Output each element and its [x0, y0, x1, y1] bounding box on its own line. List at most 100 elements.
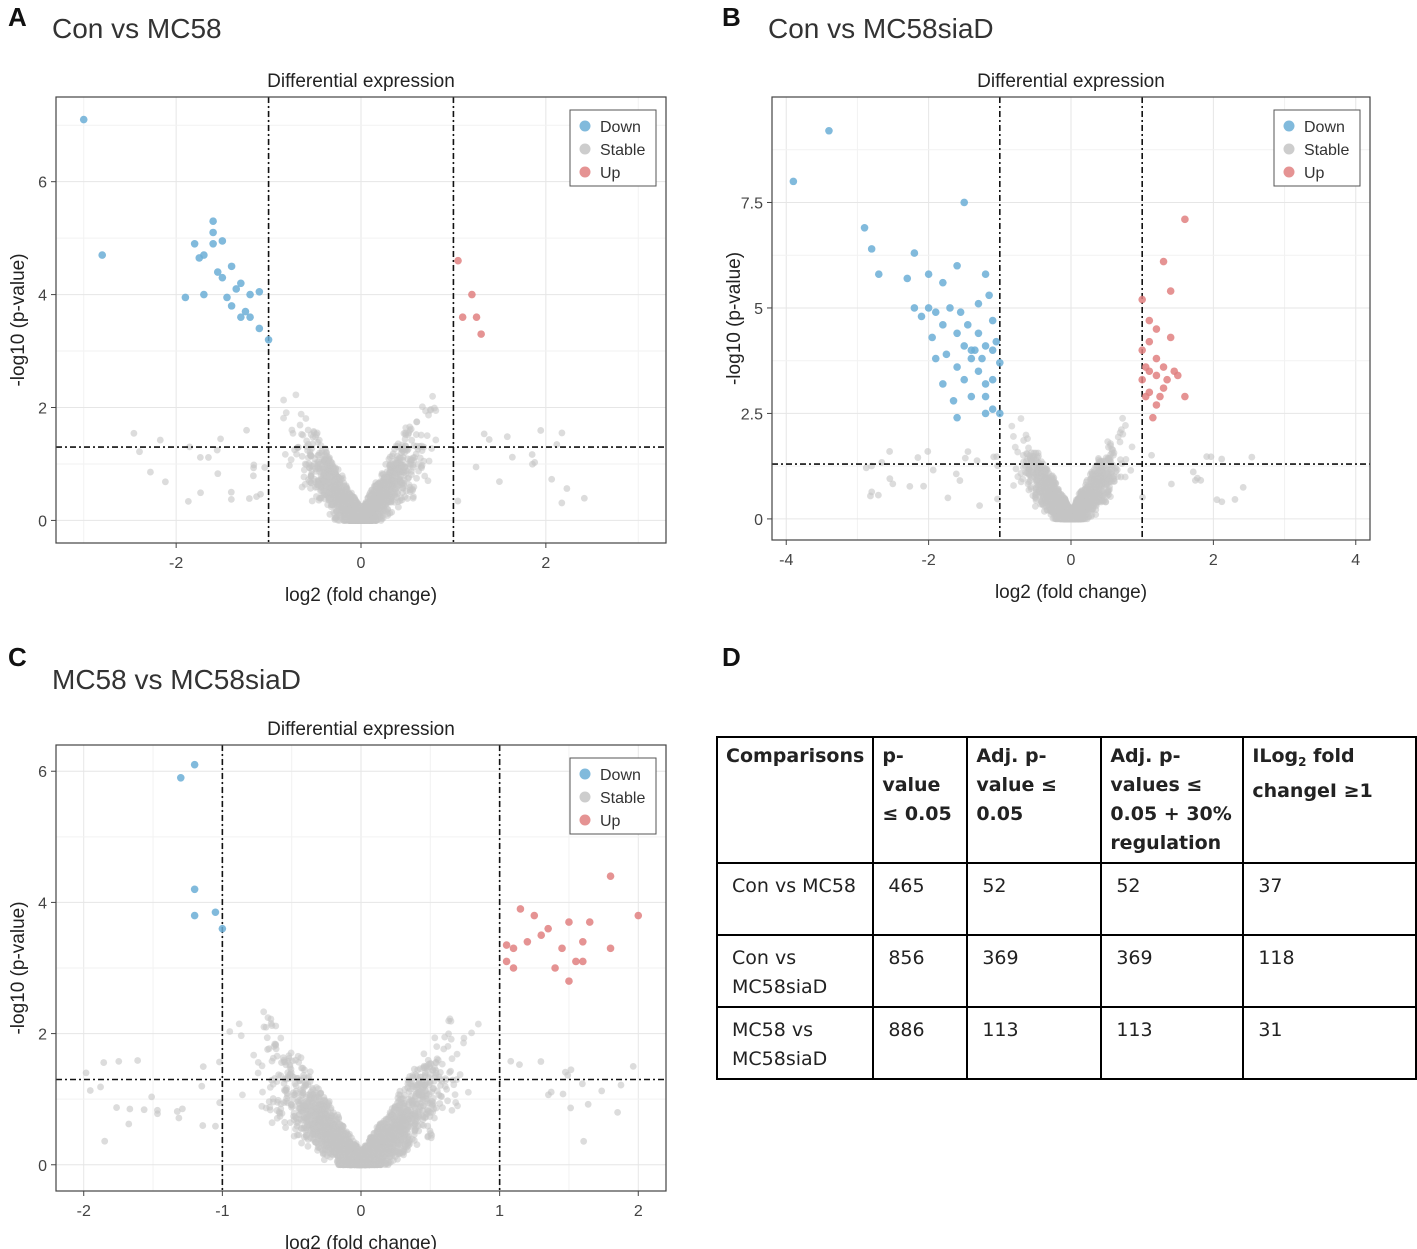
- down-point: [223, 293, 231, 302]
- stable-point: [1014, 448, 1022, 456]
- y-tick-label: 6: [38, 175, 47, 192]
- y-axis-label: -log10 (p-value): [8, 253, 29, 386]
- stable-point: [1010, 482, 1017, 489]
- stable-point: [1106, 478, 1114, 485]
- stable-point: [379, 500, 387, 508]
- up-point: [1166, 287, 1175, 295]
- y-tick-label: 2.5: [741, 406, 763, 423]
- stable-point: [952, 470, 960, 478]
- stable-point: [1112, 464, 1119, 472]
- stable-point: [447, 1035, 455, 1043]
- down-point: [988, 405, 997, 414]
- stable-point: [250, 461, 258, 469]
- down-point: [978, 354, 986, 363]
- up-point: [454, 256, 462, 265]
- stable-point: [1168, 480, 1175, 488]
- y-tick-label: 7.5: [741, 195, 763, 212]
- down-point: [867, 245, 876, 253]
- x-tick-label: 0: [1067, 552, 1076, 569]
- stable-point: [297, 410, 305, 418]
- stable-point: [426, 406, 434, 414]
- down-point: [981, 342, 990, 350]
- down-point: [996, 359, 1004, 367]
- up-point: [1138, 375, 1146, 384]
- stable-point: [1047, 472, 1055, 480]
- down-point: [825, 126, 833, 135]
- stable-point: [413, 474, 420, 482]
- down-point: [264, 335, 273, 344]
- panel-c-letter: C: [8, 642, 27, 672]
- stable-point: [1026, 477, 1034, 485]
- stable-point: [456, 1071, 464, 1078]
- stable-point: [1037, 481, 1045, 489]
- panel-a-letter: A: [8, 2, 27, 32]
- stable-point: [1191, 476, 1199, 484]
- stable-point: [341, 513, 348, 521]
- stable-point: [1110, 472, 1118, 480]
- stable-point: [400, 430, 408, 437]
- stable-point: [1014, 473, 1022, 481]
- stable-point: [394, 460, 402, 468]
- stable-point: [386, 509, 394, 517]
- stable-point: [314, 460, 322, 468]
- y-axis-label: -log10 (p-value): [724, 252, 745, 385]
- stable-point: [1114, 433, 1122, 441]
- stable-point: [359, 517, 367, 524]
- stable-point: [260, 1008, 268, 1016]
- stable-point: [973, 457, 981, 465]
- stable-point: [432, 407, 440, 414]
- legend-marker: [579, 166, 591, 178]
- stable-point: [301, 460, 309, 468]
- up-point: [1181, 392, 1189, 401]
- down-point: [218, 237, 227, 245]
- down-point: [988, 346, 997, 354]
- stable-point: [300, 466, 308, 474]
- stable-point: [558, 429, 566, 437]
- up-point: [1145, 316, 1154, 325]
- x-tick-label: -2: [922, 552, 936, 569]
- down-point: [917, 312, 926, 321]
- panel-b-title: Con vs MC58siaD: [768, 13, 994, 44]
- stable-point: [338, 491, 346, 499]
- stable-point: [292, 391, 300, 399]
- stable-point: [503, 433, 511, 441]
- stable-point: [332, 514, 339, 522]
- stable-point: [268, 1119, 276, 1127]
- stable-point: [280, 396, 287, 404]
- stable-point: [405, 481, 413, 489]
- down-point: [967, 346, 976, 354]
- down-point: [939, 321, 947, 329]
- stable-point: [1117, 426, 1125, 434]
- stable-point: [1082, 487, 1090, 494]
- stable-point: [956, 477, 964, 484]
- stable-point: [412, 450, 420, 458]
- down-point: [874, 270, 883, 278]
- stable-point: [243, 426, 250, 434]
- up-point: [1156, 392, 1164, 401]
- stable-point: [317, 471, 325, 479]
- stable-point: [318, 486, 325, 494]
- stable-point: [314, 480, 322, 488]
- down-point: [190, 239, 199, 248]
- up-point: [1152, 371, 1161, 380]
- stable-point: [250, 1051, 258, 1059]
- down-point: [213, 268, 222, 276]
- down-point: [218, 273, 227, 282]
- down-point: [209, 217, 217, 226]
- stable-point: [1037, 500, 1044, 508]
- up-point: [477, 330, 485, 338]
- down-point: [209, 239, 217, 248]
- down-point: [931, 354, 940, 363]
- down-point: [992, 337, 1001, 346]
- stable-point: [342, 482, 350, 490]
- stable-point: [1035, 452, 1042, 460]
- stable-point: [386, 459, 394, 467]
- down-point: [860, 223, 869, 232]
- up-point: [1170, 367, 1179, 376]
- down-point: [996, 409, 1004, 418]
- down-point: [98, 251, 107, 259]
- stable-point: [257, 490, 264, 498]
- stable-point: [528, 451, 536, 458]
- legend-label: Down: [600, 119, 641, 136]
